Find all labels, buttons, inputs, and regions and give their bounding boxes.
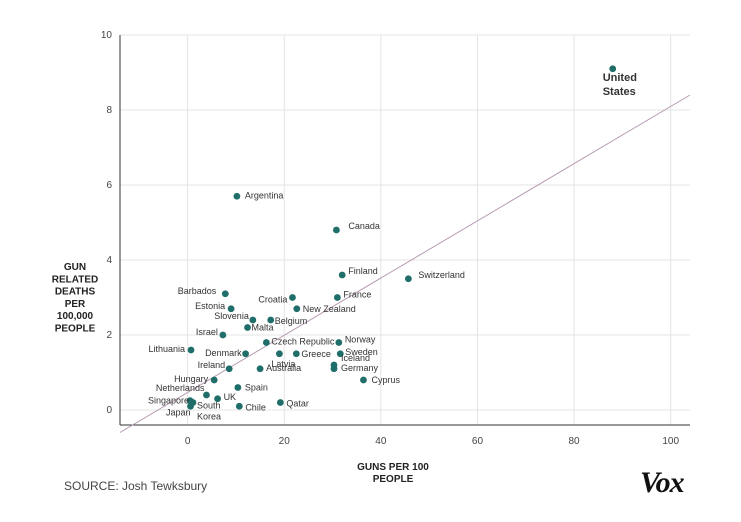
point-sweden — [336, 350, 344, 358]
point-malta — [244, 324, 251, 331]
point-label-germany: Germany — [341, 363, 379, 373]
x-tick-label: 60 — [472, 436, 484, 447]
point-label-switzerland: Switzerland — [418, 270, 465, 280]
point-chile — [235, 402, 243, 410]
point-germany — [330, 365, 338, 373]
data-points — [186, 65, 617, 410]
point-hungary — [210, 376, 218, 384]
point-label-finland: Finland — [348, 266, 378, 276]
point-label-belgium: Belgium — [275, 316, 308, 326]
point-label-lithuania: Lithuania — [148, 344, 185, 354]
point-greece — [292, 350, 300, 358]
y-tick-label: 4 — [106, 255, 112, 266]
y-tick-label: 0 — [106, 405, 112, 416]
x-axis-title: GUNS PER 100 PEOPLE — [357, 462, 429, 485]
point-label-israel: Israel — [196, 327, 218, 337]
point-label-france: France — [343, 290, 371, 300]
point-label-south-korea: South Korea — [197, 401, 221, 422]
point-label-sweden: Sweden — [345, 347, 378, 357]
point-label-ireland: Ireland — [198, 360, 226, 370]
x-tick-label: 100 — [662, 436, 679, 447]
grid-lines — [120, 34, 690, 425]
point-estonia — [227, 305, 235, 313]
point-label-norway: Norway — [345, 335, 376, 345]
point-denmark — [242, 350, 249, 358]
point-czech-republic — [262, 339, 270, 346]
point-croatia — [289, 294, 296, 301]
x-tick-label: 20 — [279, 436, 291, 447]
point-belgium — [267, 316, 275, 324]
point-label-netherlands: Netherlands — [156, 383, 205, 393]
x-tick-label: 0 — [185, 436, 191, 447]
point-label-canada: Canada — [348, 221, 380, 231]
point-switzerland — [404, 275, 412, 283]
point-netherlands — [203, 391, 210, 399]
point-label-united-states: United States — [603, 72, 637, 98]
point-barbados — [221, 290, 229, 298]
point-label-spain: Spain — [245, 383, 268, 393]
point-label-cyprus: Cyprus — [371, 375, 400, 385]
point-label-latvia: Latvia — [271, 359, 295, 369]
point-label-estonia: Estonia — [195, 301, 225, 311]
axes — [119, 35, 690, 426]
point-label-singapore: Singapore — [148, 396, 189, 406]
point-australia — [256, 365, 264, 373]
point-label-denmark: Denmark — [205, 348, 242, 358]
trend-line — [119, 94, 691, 433]
point-cyprus — [360, 376, 367, 384]
point-slovenia — [249, 316, 257, 324]
point-labels: United States Argentina Canada Finland Switze… — [148, 72, 637, 422]
point-united-states — [609, 65, 617, 73]
point-label-greece: Greece — [301, 349, 331, 359]
point-latvia — [276, 350, 283, 358]
point-japan — [187, 402, 194, 410]
y-tick-label: 6 — [106, 180, 112, 191]
point-label-barbados: Barbados — [178, 286, 217, 296]
y-tick-label: 2 — [106, 330, 112, 341]
y-axis-title: GUN RELATED DEATHS PER 100,000 PEOPLE — [52, 262, 98, 335]
point-label-slovenia: Slovenia — [214, 311, 249, 321]
point-canada — [333, 226, 340, 234]
x-tick-label: 40 — [375, 436, 387, 447]
point-label-malta: Malta — [252, 323, 274, 333]
point-label-qatar: Qatar — [286, 399, 309, 409]
x-tick-label: 80 — [569, 436, 581, 447]
point-lithuania — [187, 346, 195, 354]
point-label-iceland: Iceland — [341, 353, 370, 363]
point-label-hungary: Hungary — [174, 374, 209, 384]
point-uk — [214, 395, 221, 403]
tick-labels: 0 20 40 60 80 100 0 2 4 6 8 10 — [101, 30, 680, 447]
point-label-chile: Chile — [245, 402, 266, 412]
point-label-new-zealand: New Zealand — [303, 304, 356, 314]
point-norway — [335, 339, 343, 346]
point-new-zealand — [293, 305, 301, 313]
vox-logo: Vox — [640, 466, 685, 499]
point-ireland — [225, 365, 233, 373]
source-note: SOURCE: Josh Tewksbury — [64, 479, 208, 493]
point-label-croatia: Croatia — [258, 295, 287, 305]
point-qatar — [276, 399, 284, 406]
y-tick-label: 8 — [106, 105, 112, 116]
point-label-japan: Japan — [166, 407, 191, 417]
y-tick-label: 10 — [101, 30, 113, 41]
point-finland — [338, 271, 346, 279]
point-label-uk: UK — [224, 392, 237, 402]
point-israel — [219, 331, 227, 339]
point-argentina — [233, 192, 241, 200]
point-spain — [234, 384, 242, 391]
point-label-czech-republic: Czech Republic — [271, 337, 335, 347]
point-label-argentina: Argentina — [245, 190, 284, 200]
point-label-australia: Australia — [266, 363, 301, 373]
point-france — [333, 294, 341, 301]
